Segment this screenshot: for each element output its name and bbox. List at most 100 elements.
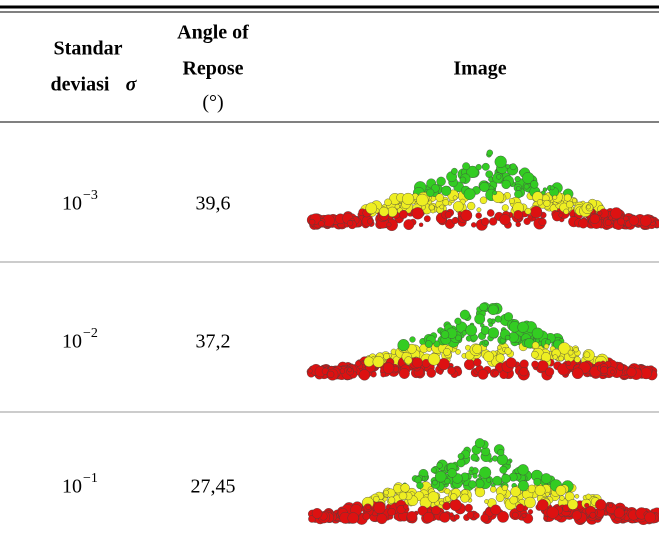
particle bbox=[455, 349, 461, 355]
particle bbox=[479, 466, 492, 479]
particle bbox=[423, 215, 431, 223]
particle bbox=[536, 199, 544, 206]
header-unit: (°) bbox=[202, 92, 223, 114]
particle bbox=[494, 315, 502, 323]
particle bbox=[439, 500, 445, 506]
particle bbox=[572, 198, 578, 204]
particle bbox=[519, 359, 529, 369]
base: 10 bbox=[62, 331, 82, 353]
particle bbox=[531, 327, 544, 340]
particle bbox=[546, 506, 559, 519]
base: 10 bbox=[62, 476, 82, 498]
particle bbox=[499, 465, 508, 474]
particle bbox=[318, 220, 325, 227]
particle bbox=[510, 486, 521, 497]
particle bbox=[454, 317, 462, 325]
particle bbox=[574, 493, 580, 499]
particle bbox=[339, 368, 345, 374]
particle bbox=[355, 360, 362, 367]
particle bbox=[501, 473, 511, 484]
particle bbox=[455, 334, 462, 342]
particle bbox=[516, 186, 521, 191]
particle bbox=[380, 371, 386, 378]
particle bbox=[584, 502, 590, 509]
particle bbox=[610, 514, 616, 520]
particle bbox=[424, 340, 433, 348]
particle bbox=[521, 513, 527, 518]
particle bbox=[449, 499, 462, 512]
particle bbox=[460, 493, 470, 503]
particle bbox=[347, 367, 353, 373]
particle bbox=[444, 488, 451, 495]
particle bbox=[527, 484, 536, 494]
particle bbox=[442, 347, 451, 356]
particle bbox=[365, 202, 378, 215]
particle bbox=[481, 217, 490, 226]
particle bbox=[484, 499, 489, 504]
particle bbox=[514, 190, 523, 199]
particle bbox=[479, 181, 490, 192]
particle bbox=[600, 366, 609, 375]
particle bbox=[383, 489, 389, 496]
particle bbox=[439, 204, 445, 210]
particle bbox=[367, 218, 374, 225]
particle bbox=[475, 212, 482, 219]
particle bbox=[578, 218, 589, 229]
particle bbox=[451, 217, 459, 225]
pile-image bbox=[308, 438, 659, 526]
exponent: −3 bbox=[83, 188, 98, 203]
particle bbox=[639, 214, 652, 227]
angle: 39,6 bbox=[196, 193, 231, 215]
particle bbox=[533, 477, 542, 486]
particle bbox=[516, 503, 525, 512]
particle bbox=[431, 505, 441, 516]
particle bbox=[486, 149, 493, 157]
particle bbox=[398, 491, 408, 501]
particle bbox=[501, 204, 509, 212]
particle bbox=[565, 360, 572, 366]
particle bbox=[436, 462, 443, 469]
particle bbox=[441, 185, 452, 196]
header-symbol: σ bbox=[126, 74, 138, 96]
particle bbox=[435, 193, 444, 202]
particle bbox=[457, 453, 465, 460]
particle bbox=[490, 504, 502, 516]
particle bbox=[496, 174, 502, 180]
particle bbox=[474, 438, 485, 448]
particle bbox=[563, 208, 570, 215]
particle bbox=[574, 356, 581, 363]
particle bbox=[558, 355, 564, 362]
particle bbox=[571, 510, 582, 521]
particle bbox=[451, 167, 458, 175]
particle bbox=[373, 501, 386, 515]
particle bbox=[586, 204, 591, 210]
particle bbox=[481, 162, 490, 171]
particle bbox=[396, 505, 406, 515]
particle bbox=[545, 367, 555, 377]
particle bbox=[452, 201, 464, 212]
particle bbox=[483, 351, 495, 362]
particle bbox=[430, 467, 437, 474]
particle bbox=[538, 217, 547, 226]
particle bbox=[470, 453, 479, 462]
particle bbox=[567, 499, 579, 510]
particle bbox=[456, 458, 466, 468]
particle bbox=[497, 510, 509, 523]
particle bbox=[468, 480, 477, 489]
particle bbox=[531, 350, 539, 359]
particle bbox=[495, 353, 505, 363]
particle bbox=[418, 222, 424, 228]
particle bbox=[529, 206, 543, 219]
particle bbox=[504, 347, 512, 355]
particle bbox=[541, 190, 546, 195]
particle bbox=[566, 200, 574, 209]
particle bbox=[494, 155, 507, 168]
particle bbox=[447, 468, 457, 478]
particle bbox=[501, 484, 509, 492]
particle bbox=[416, 193, 429, 207]
particle bbox=[626, 367, 637, 378]
particle bbox=[589, 511, 597, 519]
particle bbox=[378, 206, 389, 217]
particle bbox=[376, 513, 388, 525]
particle bbox=[486, 209, 495, 217]
